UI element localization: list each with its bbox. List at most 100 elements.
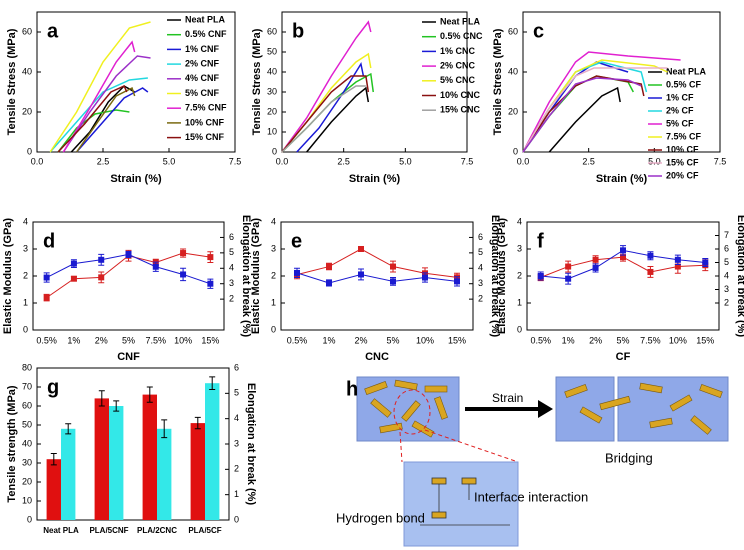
y-tick-label: 3 [271, 243, 276, 253]
x-tick-label: 10% [669, 335, 687, 345]
error-bar [113, 400, 120, 412]
y2-tick-label: 5 [724, 257, 729, 267]
diagram: h Strain Bridging Interface interaction … [336, 376, 729, 547]
legend-label: 15% CNC [440, 105, 481, 115]
y2-tick-label: 6 [234, 362, 239, 372]
marker [70, 260, 77, 267]
legend-label: 1% CF [666, 92, 694, 102]
marker [326, 263, 332, 270]
y-tick-label: 20 [22, 476, 32, 486]
x-axis-label: CNF [117, 351, 140, 363]
x-tick-label: 7.5 [229, 156, 242, 166]
y2-tick-label: 4 [234, 413, 239, 423]
y2-tick-label: 5 [229, 247, 234, 257]
y2-tick-label: 6 [724, 243, 729, 253]
y-tick-label: 0 [27, 514, 32, 524]
y-tick-label: 0 [271, 324, 276, 334]
x-axis-label: Strain (%) [349, 173, 401, 185]
marker [358, 246, 364, 252]
y-tick-label: 4 [23, 216, 28, 226]
y2-tick-label: 4 [724, 270, 729, 280]
plot-frame [526, 221, 720, 331]
x-tick-label: 1% [67, 335, 80, 345]
curve [49, 21, 151, 153]
x-tick-label: PLA/5CNF [89, 526, 128, 535]
marker [125, 251, 132, 258]
bar [61, 428, 76, 520]
y2-tick-label: 1 [234, 489, 239, 499]
curve [49, 77, 148, 153]
x-tick-label: PLA/2CNC [137, 526, 177, 535]
x-tick-label: 0.5% [36, 335, 57, 345]
y-tick-label: 60 [22, 400, 32, 410]
legend-label: 5% CF [666, 118, 694, 128]
y-tick-label: 40 [508, 66, 518, 76]
plot-frame [32, 221, 225, 331]
x-tick-label: 0.5% [530, 335, 551, 345]
plot-frame [281, 11, 468, 153]
zoom-line [424, 429, 519, 463]
curve [522, 61, 648, 153]
curve [281, 75, 370, 153]
x-tick-label: 2.5 [582, 156, 595, 166]
legend-label: 1% CNC [440, 46, 476, 56]
panel-label: c [533, 20, 544, 42]
y-tick-label: 10 [267, 126, 277, 136]
marker [674, 256, 681, 263]
legend-label: Neat PLA [440, 16, 481, 26]
y-tick-label: 0 [517, 324, 522, 334]
y-axis-label: Tensile strength (MPa) [6, 385, 18, 502]
x-tick-label: 5.0 [399, 156, 412, 166]
curve [522, 51, 681, 153]
diagram-label: Hydrogen bond [336, 510, 425, 525]
y-axis-label: Elastic Modulus (GPa) [250, 218, 262, 334]
x-axis-label: CF [616, 351, 631, 363]
x-tick-label: 5% [122, 335, 135, 345]
legend-label: 10% CNC [440, 90, 481, 100]
y-tick-label: 40 [22, 438, 32, 448]
x-tick-label: 15% [201, 335, 219, 345]
curve [70, 85, 136, 153]
y-tick-label: 80 [22, 362, 32, 372]
legend-label: 2% CF [666, 105, 694, 115]
legend-label: 7.5% CF [666, 131, 702, 141]
y2-axis-label: Elongation at break (%) [240, 215, 252, 338]
bar [94, 398, 109, 520]
y-tick-label: 50 [22, 419, 32, 429]
error-bar [50, 453, 57, 466]
x-tick-label: 2.5 [97, 156, 110, 166]
x-tick-label: 1% [562, 335, 575, 345]
y-tick-label: 50 [267, 46, 277, 56]
y2-tick-label: 3 [724, 284, 729, 294]
legend-label: 15% CF [666, 157, 699, 167]
marker [98, 256, 105, 263]
curve [522, 77, 642, 153]
diagram-label: Interface interaction [474, 489, 588, 504]
panel-label: h [346, 378, 358, 400]
y-tick-label: 60 [508, 26, 518, 36]
arrow-head [538, 400, 553, 418]
error-bar [146, 386, 153, 403]
marker [390, 263, 396, 270]
y-tick-label: 0 [513, 146, 518, 156]
curve [281, 20, 372, 153]
legend-label: 2% CNF [185, 58, 220, 68]
panel-label: b [292, 20, 304, 42]
panel-label: e [291, 230, 302, 252]
marker [565, 263, 572, 270]
y-tick-label: 70 [22, 381, 32, 391]
molecule-sketch [420, 477, 510, 526]
marker [152, 263, 159, 270]
legend-label: 4% CNF [185, 73, 220, 83]
y2-tick-label: 6 [229, 232, 234, 242]
x-tick-label: 5.0 [648, 156, 661, 166]
error-bar [194, 416, 201, 430]
molecule-box [403, 461, 519, 547]
y-tick-label: 3 [23, 243, 28, 253]
marker [294, 269, 300, 276]
marker [180, 271, 187, 278]
y-tick-label: 1 [23, 297, 28, 307]
x-tick-label: 5% [386, 335, 399, 345]
legend-label: 10% CNF [185, 117, 225, 127]
